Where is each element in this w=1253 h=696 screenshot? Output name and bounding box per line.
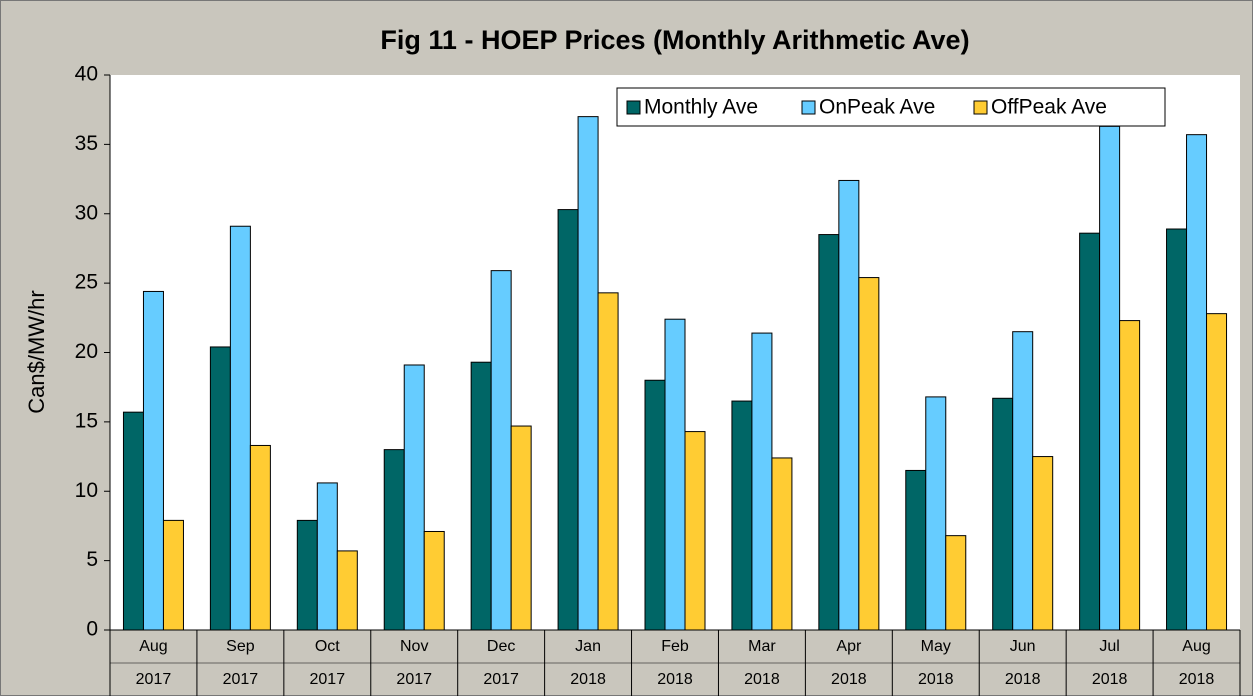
legend-label: OffPeak Ave [991,96,1107,119]
x-tick-label: Mar [748,638,776,655]
bar [664,318,686,631]
x-group-label: 2017 [136,671,172,688]
x-tick-label: Feb [661,638,689,655]
x-tick-label: Apr [836,638,862,655]
bar [1032,456,1054,631]
y-tick-label: 10 [75,479,98,502]
bar [470,361,492,631]
bar [1099,125,1121,631]
x-tick-label: Oct [315,638,340,655]
bar [858,277,880,631]
bar [597,292,619,631]
x-tick-label: May [921,638,951,655]
bar [945,535,967,631]
bar [383,449,405,631]
y-axis-label: Can$/MW/hr [24,290,49,413]
bar [1012,331,1034,631]
bar [992,397,1014,631]
x-group-label: 2018 [1179,671,1215,688]
x-group-label: 2018 [744,671,780,688]
x-group-label: 2018 [831,671,867,688]
x-tick-label: Jul [1099,638,1119,655]
x-tick-label: Jun [1010,638,1036,655]
x-tick-label: Nov [400,638,428,655]
legend-box [616,87,1166,127]
bar [925,396,947,631]
bar [403,364,425,631]
y-tick-label: 5 [86,548,98,571]
legend-label: OnPeak Ave [819,96,935,119]
bar [209,346,231,631]
bar [751,332,773,631]
y-tick-label: 40 [75,63,98,86]
legend-swatch [626,100,641,115]
x-group-label: 2018 [1092,671,1128,688]
chart-title: Fig 11 - HOEP Prices (Monthly Arithmetic… [380,25,969,55]
bar [838,179,860,631]
y-tick-label: 0 [86,618,98,641]
bar [771,457,793,631]
bar [296,519,318,631]
bar [818,234,840,631]
legend-swatch [973,100,988,115]
bar [423,530,445,631]
bar [336,550,358,631]
y-tick-label: 30 [75,201,98,224]
bar [1079,232,1101,631]
x-group-label: 2018 [918,671,954,688]
x-group-label: 2017 [310,671,346,688]
bar [316,482,338,631]
bar [557,209,579,631]
x-tick-label: Dec [487,638,515,655]
x-group-label: 2017 [483,671,519,688]
legend-swatch [801,100,816,115]
y-tick-label: 25 [75,271,98,294]
bar [1186,134,1208,631]
bar [1166,228,1188,631]
bar [1206,313,1228,631]
bar [229,225,251,631]
x-group-label: 2018 [1005,671,1041,688]
x-group-label: 2017 [396,671,432,688]
bar [577,116,599,631]
x-group-label: 2017 [223,671,259,688]
x-tick-label: Jan [575,638,601,655]
bar [644,379,666,631]
bar [684,431,706,631]
x-group-label: 2018 [570,671,606,688]
bar [1119,320,1141,631]
bar [731,400,753,631]
y-tick-label: 35 [75,132,98,155]
bar [510,425,532,631]
bar [490,270,512,631]
x-tick-label: Sep [226,638,255,655]
y-tick-label: 15 [75,409,98,432]
bar [142,290,164,631]
y-tick-label: 20 [75,340,98,363]
x-tick-label: Aug [1182,638,1210,655]
bar [162,519,184,631]
legend-label: Monthly Ave [644,96,758,119]
bar [249,444,271,631]
bar [905,469,927,631]
bar [122,411,144,631]
x-group-label: 2018 [657,671,693,688]
x-tick-label: Aug [139,638,167,655]
